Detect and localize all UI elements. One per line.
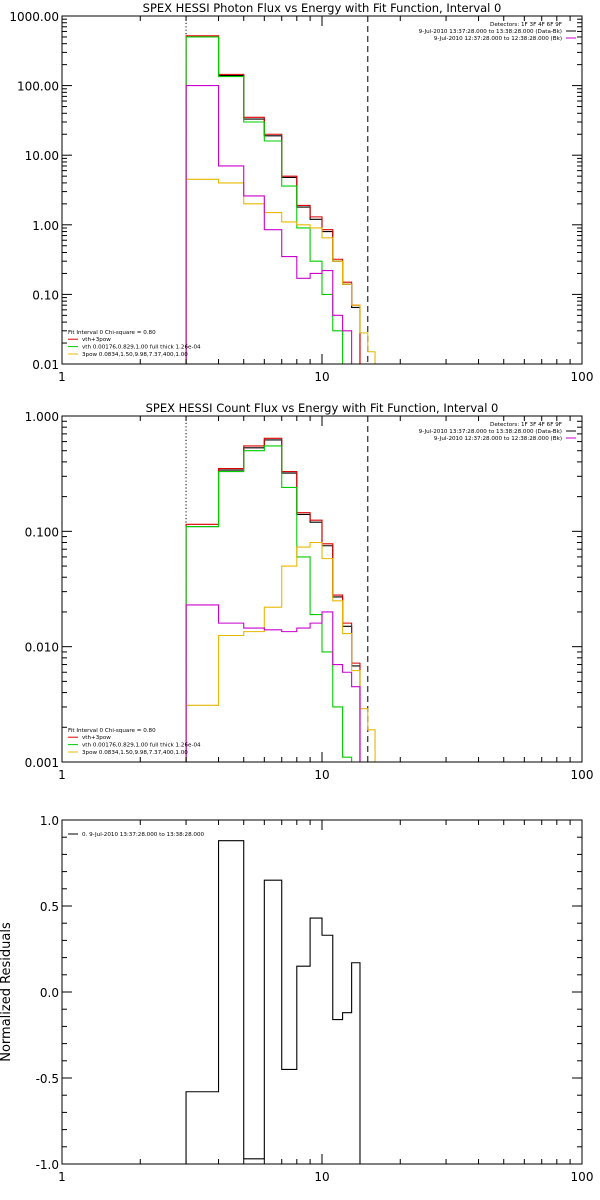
legend-bottom-left-entry: vth+3pow xyxy=(82,735,111,741)
series-line-4 xyxy=(185,178,401,364)
y-tick-label: 1.0 xyxy=(40,814,59,828)
series-line-5 xyxy=(185,85,368,364)
y-tick-label: 0.010 xyxy=(25,641,59,655)
chart-title: SPEX HESSI Photon Flux vs Energy with Fi… xyxy=(143,1,502,15)
x-tick-label: 100 xyxy=(571,370,594,384)
series-line-1 xyxy=(185,840,361,1164)
y-tick-label: 1000.00 xyxy=(9,10,59,24)
legend-top-right-entry: 9-Jul-2010 12:37:28.000 to 12:38:28.000 … xyxy=(434,36,562,42)
x-tick-label: 1 xyxy=(58,768,66,782)
y-tick-label: 10.00 xyxy=(25,149,59,163)
chart-title: SPEX HESSI Count Flux vs Energy with Fit… xyxy=(146,401,499,415)
legend-top-right-entry: Detectors: 1F 3F 4F 6F 9F xyxy=(490,22,562,28)
legend-top-left-entry: 0. 9-Jul-2010 13:37:28.000 to 13:38:28.0… xyxy=(82,832,205,838)
series-group xyxy=(185,437,401,762)
chart-panel-3: Normalized Residuals 1 10 100 1.0 0.5 0.0 -0.5 -… xyxy=(0,814,593,1184)
y-tick-label: 0.001 xyxy=(25,756,59,770)
series-line-4 xyxy=(185,541,401,762)
x-tick-label: 100 xyxy=(571,1170,594,1184)
legend-bottom-left-entry: 3pow 0.0834,1.50,9.98,7.37,400,1.00 xyxy=(82,352,188,358)
x-tick-label: 10 xyxy=(314,768,329,782)
series-line-1 xyxy=(185,439,361,762)
x-tick-label: 10 xyxy=(314,1170,329,1184)
x-tick-label: 10 xyxy=(314,370,329,384)
y-tick-label: -1.0 xyxy=(36,1158,59,1172)
y-tick-label: -0.5 xyxy=(36,1072,59,1086)
legend-bottom-left-entry: vth 0.00176,0.829,1.00 full thick 1.26e-… xyxy=(82,345,201,351)
series-line-3 xyxy=(185,36,360,364)
y-tick-label: 0.01 xyxy=(32,358,59,372)
series-group xyxy=(185,35,401,364)
y-tick-label: 0.0 xyxy=(40,986,59,1000)
x-tick-label: 100 xyxy=(571,768,594,782)
legend-bottom-left-entry: 3pow 0.0834,1.50,9.98,7.37,400,1.00 xyxy=(82,750,188,756)
plot-frame xyxy=(61,15,583,365)
chart-panel-2: SPEX HESSI Count Flux vs Energy with Fit… xyxy=(25,401,594,782)
legend-top-right-entry: 9-Jul-2010 13:37:28.000 to 13:38:28.000 … xyxy=(419,429,562,435)
legend-bottom-left-entry: Fit Interval 0 Chi-square = 0.80 xyxy=(68,728,156,734)
plot-frame xyxy=(61,415,583,763)
series-line-2 xyxy=(185,35,361,364)
series-line-5 xyxy=(185,604,368,762)
x-tick-label: 1 xyxy=(58,370,66,384)
plot-frame xyxy=(61,819,583,1165)
legend-bottom-left-entry: vth 0.00176,0.829,1.00 full thick 1.26e-… xyxy=(82,743,201,749)
legend-top-right-entry: 9-Jul-2010 13:37:28.000 to 13:38:28.000 … xyxy=(419,29,562,35)
y-tick-label: 1.000 xyxy=(25,410,59,424)
legend-top-right-entry: Detectors: 1F 3F 4F 6F 9F xyxy=(490,422,562,428)
y-tick-label: 1.00 xyxy=(32,219,59,233)
series-group xyxy=(185,840,361,1164)
series-line-3 xyxy=(185,445,360,762)
y-tick-label: 0.5 xyxy=(40,900,59,914)
legend-top-right-entry: 9-Jul-2010 12:37:28.000 to 12:38:28.000 … xyxy=(434,436,562,442)
y-tick-label: 100.00 xyxy=(17,80,59,94)
y-tick-label: 0.100 xyxy=(25,525,59,539)
series-line-2 xyxy=(185,437,361,762)
y-tick-label: 0.10 xyxy=(32,288,59,302)
legend-bottom-left-entry: Fit Interval 0 Chi-square = 0.80 xyxy=(68,330,156,336)
chart-panel-1: SPEX HESSI Photon Flux vs Energy with Fi… xyxy=(9,1,593,384)
x-tick-label: 1 xyxy=(58,1170,66,1184)
legend-bottom-left-entry: vth+3pow xyxy=(82,337,111,343)
y-axis-label: Normalized Residuals xyxy=(0,922,14,1062)
